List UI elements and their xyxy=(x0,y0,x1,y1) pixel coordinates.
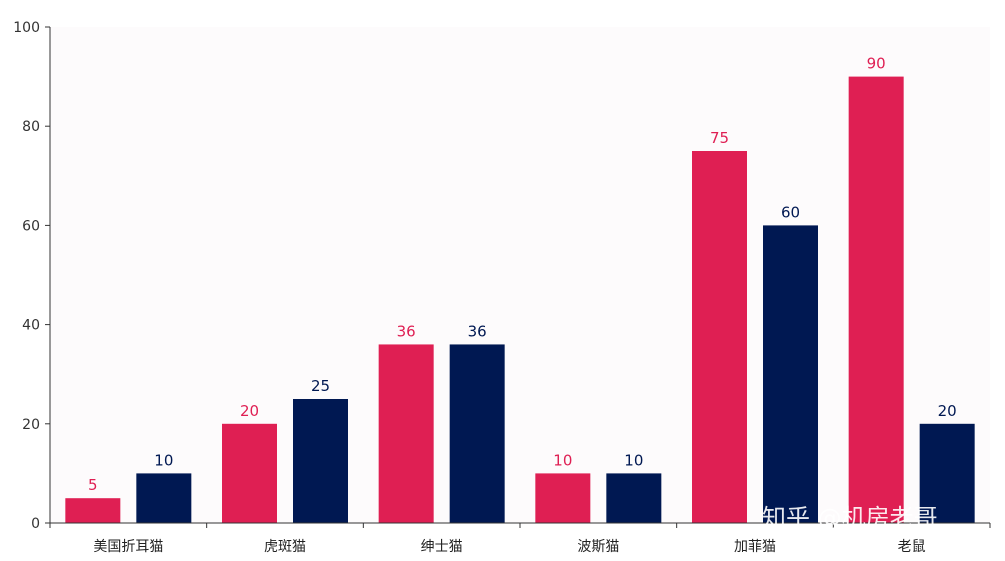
bars-layer xyxy=(65,76,975,523)
data-label-1-0: 5 xyxy=(88,476,98,494)
bar-1-2 xyxy=(378,344,434,523)
bar-2-0 xyxy=(136,473,192,523)
bar-1-0 xyxy=(65,498,121,523)
bar-2-3 xyxy=(606,473,662,523)
y-tick-label-0: 0 xyxy=(31,516,40,532)
x-ticks-layer: 美国折耳猫 虎斑猫 绅士猫 波斯猫 加菲猫 老鼠 xyxy=(93,539,925,555)
y-ticks-layer: 0 20 40 60 80 100 xyxy=(13,20,50,532)
data-label-1-4: 75 xyxy=(710,129,729,147)
x-tick-label-1: 虎斑猫 xyxy=(264,539,306,555)
x-tick-label-3: 波斯猫 xyxy=(577,539,619,555)
data-label-2-1: 25 xyxy=(311,377,330,395)
bar-2-4 xyxy=(763,225,818,523)
data-label-1-1: 20 xyxy=(240,402,259,420)
data-labels-layer: 5 10 20 25 36 36 10 10 75 60 90 20 xyxy=(88,55,957,495)
x-tick-label-2: 绅士猫 xyxy=(421,539,463,555)
data-label-2-4: 60 xyxy=(781,203,800,221)
bar-2-1 xyxy=(293,399,348,523)
watermark-text: 知乎 @机房老哥 xyxy=(762,504,938,532)
data-label-1-3: 10 xyxy=(553,451,572,469)
bar-1-3 xyxy=(535,473,591,523)
data-label-2-5: 20 xyxy=(938,402,957,420)
y-tick-label-1: 20 xyxy=(22,417,40,433)
y-tick-label-3: 60 xyxy=(22,218,40,234)
y-tick-label-4: 80 xyxy=(22,119,40,135)
y-tick-label-5: 100 xyxy=(13,20,40,36)
data-label-2-3: 10 xyxy=(624,451,643,469)
x-tick-label-5: 老鼠 xyxy=(898,539,926,555)
bar-1-4 xyxy=(692,151,747,523)
x-tick-label-0: 美国折耳猫 xyxy=(93,539,163,555)
data-label-2-2: 36 xyxy=(468,322,487,340)
bar-2-2 xyxy=(449,344,505,523)
x-tick-label-4: 加菲猫 xyxy=(734,539,776,555)
bar-1-5 xyxy=(848,76,904,523)
data-label-1-5: 90 xyxy=(867,55,886,73)
data-label-1-2: 36 xyxy=(397,322,416,340)
bar-1-1 xyxy=(222,423,277,523)
bar-2-5 xyxy=(919,423,975,523)
y-tick-label-2: 40 xyxy=(22,318,40,334)
data-label-2-0: 10 xyxy=(154,451,173,469)
axes-layer xyxy=(49,27,991,528)
plot-background xyxy=(50,27,990,523)
